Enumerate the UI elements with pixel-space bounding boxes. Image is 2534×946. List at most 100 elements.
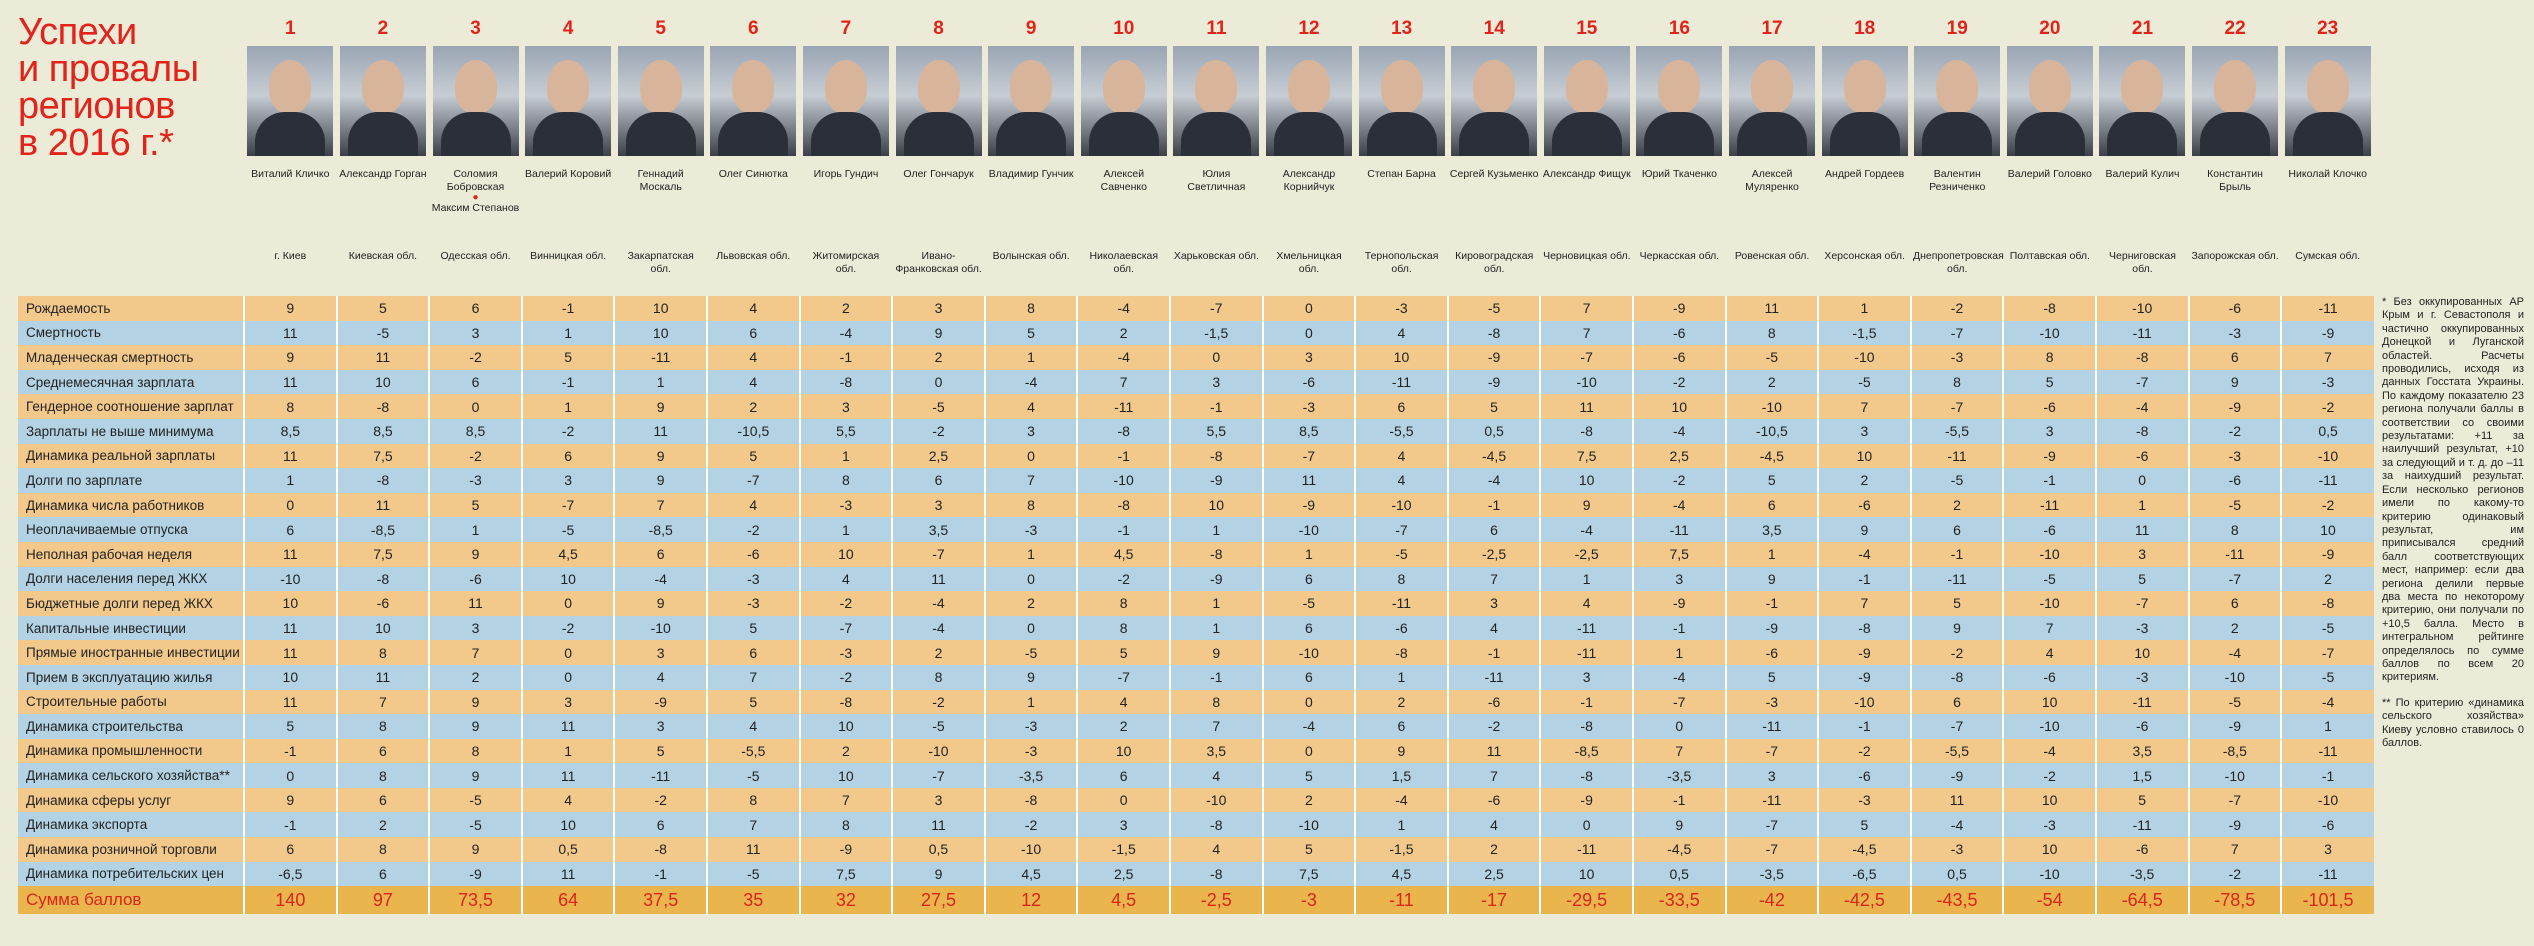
score-cell: -7 [891, 763, 985, 788]
score-cell: 3,5 [1724, 517, 1819, 542]
score-cell: 11 [335, 345, 430, 370]
score-cell: 4 [2002, 640, 2096, 665]
governor-name: Олег Синютка [709, 168, 798, 181]
rank-number: 17 [1761, 18, 1783, 39]
score-cell: 6 [1261, 566, 1356, 592]
governor-name-text: Валерий Коровий [524, 168, 612, 180]
region-name: Сумская обл. [2295, 250, 2361, 262]
score-cell: -8 [335, 468, 430, 493]
score-cell: 9 [1354, 738, 1448, 764]
governor-name: Валерий Кулич [2098, 168, 2187, 181]
score-cell: 5,5 [1168, 418, 1263, 444]
score-cell: -1 [613, 861, 707, 887]
score-cell: 2 [1354, 689, 1448, 715]
rank-number: 21 [2131, 18, 2154, 39]
governor-photo [1451, 46, 1538, 156]
score-cell: 7 [2280, 345, 2374, 370]
score-cell: -8 [335, 566, 430, 592]
score-cell: 7 [335, 689, 430, 715]
score-cell: 7 [706, 812, 800, 838]
criterion-label: Прием в эксплуатацию жилья [18, 664, 245, 690]
score-cell: -11 [1354, 369, 1448, 395]
score-cell: -2 [1631, 468, 1726, 493]
score-cell: -11 [2002, 492, 2096, 518]
region-name: Черниговская обл. [2109, 250, 2176, 275]
score-cell: 3,5 [1168, 738, 1263, 764]
score-cell: 5 [2094, 566, 2189, 592]
score-cell: 5 [2002, 369, 2096, 395]
score-cell: 3 [1817, 418, 1911, 444]
score-cell: -4 [1631, 418, 1726, 444]
score-cell: -3 [1724, 689, 1819, 715]
page-title: Успехи и провалы регионов в 2016 г.* [18, 11, 199, 164]
score-cell: 8 [1076, 591, 1170, 616]
score-cell: -3 [706, 566, 800, 592]
score-cell: 3 [520, 468, 615, 493]
score-cell: 5 [983, 320, 1078, 346]
score-cell: -9 [2187, 714, 2282, 739]
score-cell: -6 [2187, 296, 2282, 321]
table-row: Среднемесячная зарплата 11 10 6 -1 1 4 -8 0 -4 7 3-… [18, 369, 2374, 395]
score-cell: -11 [2187, 541, 2282, 567]
score-cell: -7 [1909, 394, 2004, 419]
score-cell: 8 [798, 468, 893, 493]
score-cell: 1 [243, 468, 337, 493]
score-cell: -4 [1076, 345, 1170, 370]
score-cell: 5 [1261, 837, 1356, 862]
rank-number: 7 [840, 18, 852, 39]
score-cell: -5 [1817, 369, 1911, 395]
score-cell: 3 [613, 640, 707, 665]
score-cell: -6 [1724, 640, 1819, 665]
score-cell: 7,5 [798, 861, 893, 887]
score-cell: 7 [1817, 591, 1911, 616]
score-cell: -9 [2187, 394, 2282, 419]
score-cell: -5 [1909, 468, 2004, 493]
score-cell: 11 [428, 591, 522, 616]
governor-column: 17 Алексей Муляренко Ровенская обл. [1726, 0, 1819, 286]
score-cell: 4 [1168, 837, 1263, 862]
score-cell: 0 [520, 591, 615, 616]
portrait-suit [996, 112, 1067, 156]
portrait-suit [1644, 112, 1715, 156]
score-cell: -3 [2094, 615, 2189, 641]
score-cell: -5 [2187, 689, 2282, 715]
score-cell: -10 [1168, 787, 1263, 813]
score-cell: 8 [1909, 369, 2004, 395]
total-score-cell: 97 [335, 886, 430, 915]
score-cell: 10 [613, 296, 707, 321]
score-cell: 9 [613, 394, 707, 419]
criterion-label: Бюджетные долги перед ЖКХ [18, 591, 245, 616]
score-cell: 6 [2187, 345, 2282, 370]
score-cell: -1 [1168, 664, 1263, 690]
total-score-cell: 32 [798, 886, 893, 915]
score-cell: 8 [428, 738, 522, 764]
governor-name: Николай Клочко [2283, 168, 2372, 181]
score-cell: -1 [1631, 787, 1726, 813]
portrait-face [732, 60, 775, 114]
score-cell: 7 [1539, 320, 1633, 346]
score-cell: 3 [1261, 345, 1356, 370]
score-cell: 6 [243, 517, 337, 542]
score-cell: -2 [983, 812, 1078, 838]
governor-column: 8 Олег Гончарук Ивано-Франковская обл. [892, 0, 985, 286]
total-score-cell: 4,5 [1076, 886, 1170, 915]
score-cell: 9 [891, 320, 985, 346]
governor-name-text: Александр Корнийчук [1282, 168, 1336, 193]
total-score-cell: -3 [1261, 886, 1356, 915]
portrait-face [1936, 60, 1979, 114]
score-cell: -1 [1539, 689, 1633, 715]
score-cell: -9 [1817, 664, 1911, 690]
governor-photo [802, 46, 889, 156]
criterion-label: Динамика реальной зарплаты [18, 443, 245, 469]
score-cell: 8 [335, 763, 430, 788]
score-cell: -11 [1539, 615, 1633, 641]
total-score-cell: -43,5 [1909, 886, 2004, 915]
table-row: Динамика числа работников 0 11 5 -7 7 4 -3 3 8 -8 1… [18, 492, 2374, 518]
governor-name: Александр Горган [339, 168, 428, 181]
score-cell: 11 [335, 664, 430, 690]
score-cell: -3 [798, 640, 893, 665]
governor-column: 12 Александр Корнийчук Хмельницкая обл. [1263, 0, 1356, 286]
rank-number: 6 [748, 18, 759, 39]
score-cell: 4 [706, 492, 800, 518]
score-cell: 10 [1817, 443, 1911, 469]
